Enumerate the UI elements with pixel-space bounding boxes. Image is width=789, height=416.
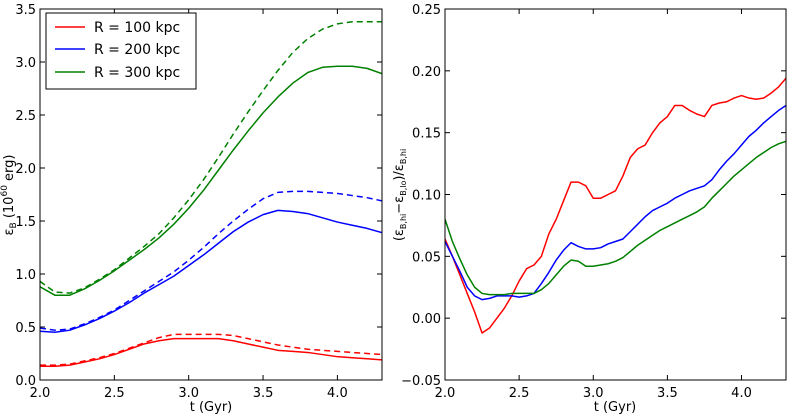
left-ytick-label: 0.0 [15,374,36,389]
right-xtick-label: 4.0 [731,386,752,401]
left-ytick-label: 2.5 [15,109,36,124]
left-ytick-label: 2.0 [15,162,36,177]
legend: R = 100 kpc R = 200 kpc R = 300 kpc [45,12,197,90]
right-xtick-label: 2.5 [509,386,530,401]
left-y-axis-label: εB (1060 erg) [0,154,19,235]
left-ytick-label: 1.0 [15,268,36,283]
right-series-r-200-kpc [445,104,786,301]
right-series-r-300-kpc [445,140,786,296]
right-panel: 2.0 2.5 3.0 3.5 4.0 −0.05 0.00 0.05 0.10 0.15 0.20… [392,3,787,415]
left-series-r-100-kpc-solid [40,337,382,367]
right-axes-frame [444,8,787,381]
left-ytick-label: 3.0 [15,56,36,71]
left-xtick-label: 4.0 [327,386,348,401]
left-ytick-label: 3.5 [15,3,36,18]
legend-label-r100: R = 100 kpc [94,20,180,36]
right-plot-area [445,77,786,334]
left-series-r-300-kpc-solid [40,65,382,296]
right-ticks: 2.0 2.5 3.0 3.5 4.0 −0.05 0.00 0.05 0.10 0.15 0.20… [401,3,786,401]
left-xtick-label: 2.5 [104,386,125,401]
right-xtick-label: 3.5 [657,386,678,401]
right-ytick-label: 0.00 [412,312,441,327]
left-series-r-200-kpc-dashed [40,190,382,331]
legend-label-r300: R = 300 kpc [94,65,180,81]
left-plot-area [40,20,382,367]
legend-label-r200: R = 200 kpc [94,42,180,58]
right-ytick-label: 0.25 [412,3,441,18]
left-ytick-label: 0.5 [15,321,36,336]
right-ytick-label: 0.20 [412,65,441,80]
right-series-r-100-kpc [445,77,786,334]
right-ytick-label: 0.15 [412,127,441,142]
left-series-r-200-kpc-solid [40,209,382,334]
left-xtick-label: 2.0 [30,386,51,401]
left-series-r-100-kpc-dashed [40,333,382,366]
right-ytick-label: 0.10 [412,189,441,204]
right-xtick-label: 2.0 [435,386,456,401]
right-x-axis-label: t (Gyr) [594,400,637,415]
left-axes-frame [39,8,383,381]
legend-frame [45,12,197,90]
left-x-axis-label: t (Gyr) [190,400,233,415]
left-panel: 2.0 2.5 3.0 3.5 4.00.00.51.01.52.02.53.03.5 … [0,3,383,415]
right-ytick-label: 0.05 [412,250,441,265]
left-xtick-label: 3.0 [178,386,199,401]
left-ticks: 2.0 2.5 3.0 3.5 4.0 0.0 0.5 1.0 1.5 2.0 2.5 3.0 3.5 [15,3,382,401]
right-ytick-label: −0.05 [401,374,441,389]
right-xtick-label: 3.0 [583,386,604,401]
right-y-axis-label: (εB,hi−εB,lo)/εB,hi [392,149,408,241]
left-series-r-300-kpc-dashed [40,20,382,294]
left-xtick-label: 3.5 [253,386,274,401]
left-ytick-label: 1.5 [15,215,36,230]
